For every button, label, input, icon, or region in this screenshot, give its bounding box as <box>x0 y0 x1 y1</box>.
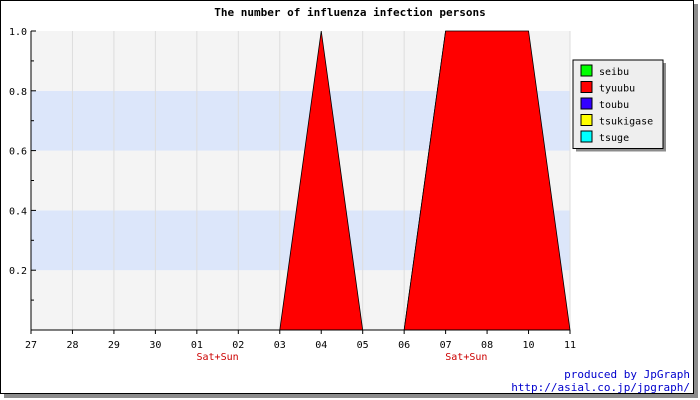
x-tick-label: 11 <box>564 340 576 351</box>
legend-swatch-seibu <box>580 64 593 77</box>
legend-label-tyuubu: tyuubu <box>599 84 635 95</box>
weekend-label: Sat+Sun <box>445 352 487 363</box>
legend-swatch-toubu <box>580 97 593 110</box>
x-tick-label: 07 <box>440 340 452 351</box>
legend-swatch-tsukigase <box>580 114 593 126</box>
legend-swatch-tyuubu <box>580 81 593 93</box>
weekend-label: Sat+Sun <box>196 352 238 363</box>
legend-label-tsuge: tsuge <box>599 133 629 144</box>
chart-title: The number of influenza infection person… <box>214 6 486 19</box>
y-tick-label: 0.6 <box>9 147 27 158</box>
legend-label-seibu: seibu <box>599 67 629 78</box>
y-tick-label: 0.2 <box>9 266 27 277</box>
x-tick-label: 29 <box>108 340 120 351</box>
legend-label-tsukigase: tsukigase <box>599 117 653 128</box>
x-tick-label: 08 <box>481 340 493 351</box>
legend-swatch-tsuge <box>580 130 593 143</box>
credit-url[interactable]: http://asial.co.jp/jpgraph/ <box>511 381 690 394</box>
x-tick-label: 27 <box>25 340 37 351</box>
x-tick-label: 05 <box>357 340 369 351</box>
y-tick-label: 0.4 <box>9 206 27 217</box>
x-tick-label: 06 <box>398 340 410 351</box>
credit-producer: produced by JpGraph <box>564 368 690 381</box>
x-tick-label: 03 <box>274 340 286 351</box>
legend-label-toubu: toubu <box>599 100 629 111</box>
y-tick-labels: 0.2 0.4 0.6 0.8 1.0 <box>9 27 27 277</box>
x-tick-label: 28 <box>66 340 78 351</box>
y-tick-label: 0.8 <box>9 87 27 98</box>
x-tick-label: 01 <box>191 340 203 351</box>
axes <box>30 30 571 334</box>
x-tick-label: 04 <box>315 340 327 351</box>
x-tick-labels: 27 28 29 30 01 02 03 04 05 06 07 08 10 11 <box>25 340 576 351</box>
weekend-labels: Sat+Sun Sat+Sun <box>196 352 487 363</box>
legend: seibu tyuubu toubu tsukigase tsuge <box>572 59 666 152</box>
x-tick-label: 10 <box>523 340 535 351</box>
x-tick-label: 30 <box>149 340 161 351</box>
x-tick-label: 02 <box>232 340 244 351</box>
y-tick-label: 1.0 <box>9 27 27 38</box>
